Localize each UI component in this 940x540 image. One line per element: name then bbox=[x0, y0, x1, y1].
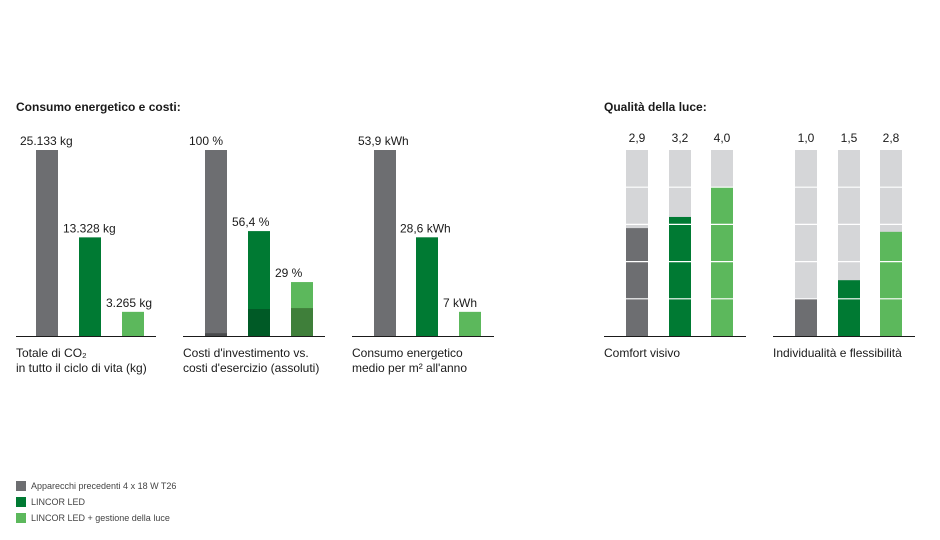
legend-label-lincor: LINCOR LED bbox=[31, 497, 86, 507]
bar-3-lincor bbox=[669, 216, 691, 336]
section-title-energy: Consumo energetico e costi: bbox=[16, 100, 181, 114]
bar-2-lincor-control bbox=[459, 311, 481, 336]
legend-item-lincor: LINCOR LED bbox=[16, 494, 176, 510]
data-label-0-lincor: 13.328 kg bbox=[63, 221, 116, 235]
bar-4-previous bbox=[795, 298, 817, 336]
bar-0-previous bbox=[36, 150, 58, 336]
data-label-2-lincor: 28,6 kWh bbox=[400, 221, 451, 235]
caption-individuality: Individualità e flessibilità bbox=[773, 346, 902, 360]
data-label-4-previous: 1,0 bbox=[798, 131, 815, 145]
caption-co2: Totale di CO₂ in tutto il ciclo di vita … bbox=[16, 346, 147, 375]
legend-swatch-lincor bbox=[16, 497, 26, 507]
legend-label-lincor-control: LINCOR LED + gestione della luce bbox=[31, 513, 170, 523]
legend-item-previous: Apparecchi precedenti 4 x 18 W T26 bbox=[16, 478, 176, 494]
data-label-2-previous: 53,9 kWh bbox=[358, 134, 409, 148]
data-label-3-lincor: 3,2 bbox=[672, 131, 689, 145]
data-label-0-lincor-control: 3.265 kg bbox=[106, 296, 152, 310]
scale-bg-4-previous bbox=[795, 150, 817, 336]
caption-costs: Costi d'investimento vs. costi d'eserciz… bbox=[183, 346, 320, 375]
bar-4-lincor-control bbox=[880, 231, 902, 336]
bar-1-previous bbox=[205, 150, 227, 336]
legend-label-previous: Apparecchi precedenti 4 x 18 W T26 bbox=[31, 481, 177, 491]
legend-item-lincor-control: LINCOR LED + gestione della luce bbox=[16, 510, 176, 526]
bar-0-lincor-control bbox=[122, 311, 144, 336]
data-label-4-lincor: 1,5 bbox=[841, 131, 858, 145]
section-title-light-quality: Qualità della luce: bbox=[604, 100, 707, 114]
data-label-3-lincor-control: 4,0 bbox=[714, 131, 731, 145]
bar-2-lincor bbox=[416, 237, 438, 336]
caption-visual-comfort: Comfort visivo bbox=[604, 346, 681, 360]
bar-investment-1-lincor bbox=[248, 309, 270, 336]
caption-energy: Consumo energetico medio per m² all'anno bbox=[352, 346, 468, 375]
bar-investment-1-previous bbox=[205, 333, 227, 336]
data-label-1-lincor-control: 29 % bbox=[275, 266, 303, 280]
legend: Apparecchi precedenti 4 x 18 W T26 LINCO… bbox=[16, 478, 176, 526]
bar-4-lincor bbox=[838, 280, 860, 336]
bar-2-previous bbox=[374, 150, 396, 336]
legend-swatch-previous bbox=[16, 481, 26, 491]
bar-3-previous bbox=[626, 228, 648, 336]
data-label-2-lincor-control: 7 kWh bbox=[443, 296, 477, 310]
bar-0-lincor bbox=[79, 237, 101, 336]
data-label-1-previous: 100 % bbox=[189, 134, 223, 148]
data-label-1-lincor: 56,4 % bbox=[232, 215, 270, 229]
legend-swatch-lincor-control bbox=[16, 513, 26, 523]
data-label-4-lincor-control: 2,8 bbox=[883, 131, 900, 145]
bar-investment-1-lincor-control bbox=[291, 308, 313, 336]
data-label-0-previous: 25.133 kg bbox=[20, 134, 73, 148]
data-label-3-previous: 2,9 bbox=[629, 131, 646, 145]
